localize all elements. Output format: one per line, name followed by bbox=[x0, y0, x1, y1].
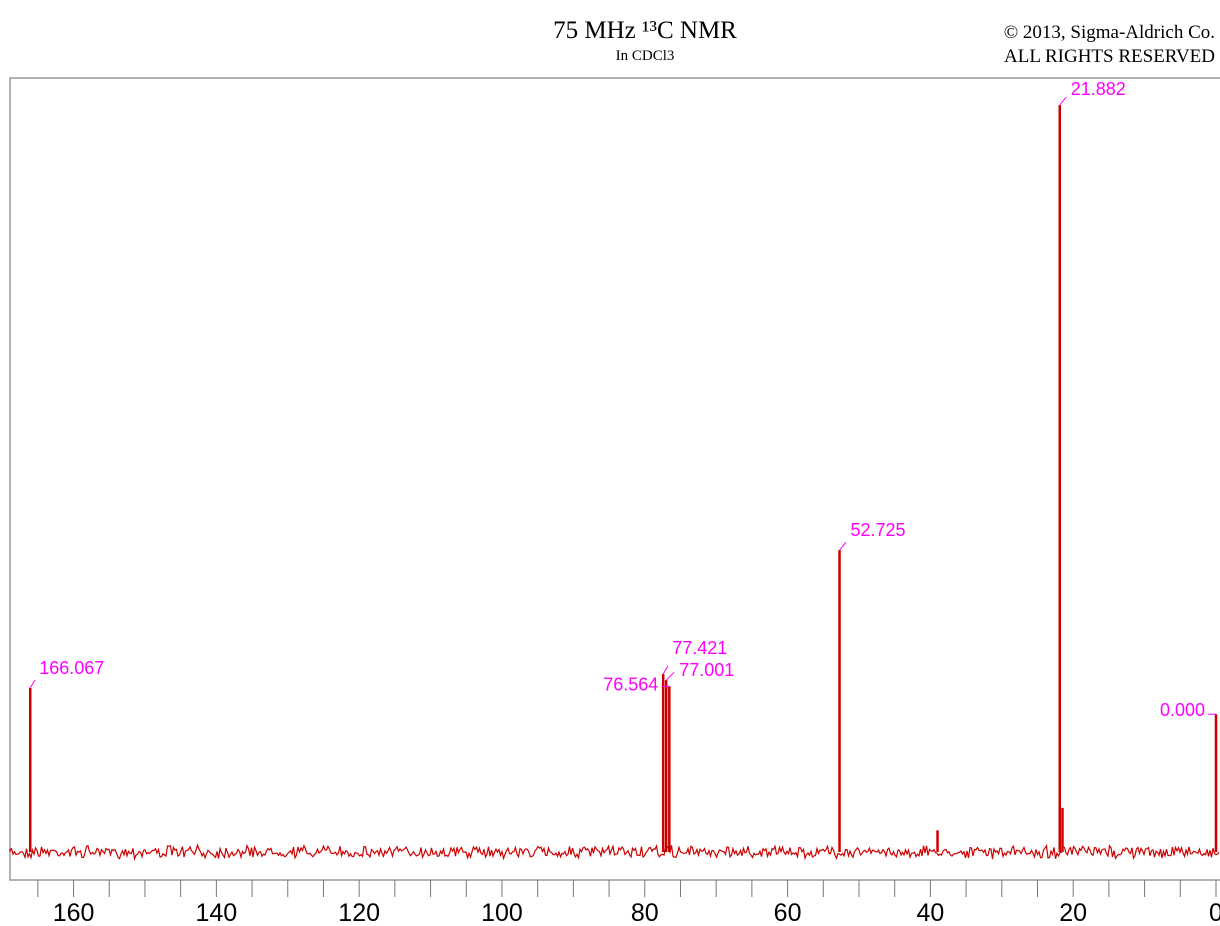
peak-label: 21.882 bbox=[1071, 79, 1126, 99]
peak-leader bbox=[665, 671, 675, 681]
peak-label: 77.421 bbox=[672, 638, 727, 658]
peak-leader bbox=[839, 541, 847, 551]
peak-leader bbox=[662, 665, 669, 675]
rights: ALL RIGHTS RESERVED bbox=[1004, 46, 1215, 67]
x-tick-label: 60 bbox=[774, 899, 802, 926]
x-tick-label: 120 bbox=[338, 899, 380, 926]
peak-leader bbox=[29, 679, 36, 689]
peak-leader bbox=[1059, 96, 1067, 106]
x-tick-label: 20 bbox=[1059, 899, 1087, 926]
peak-label: 76.564 bbox=[603, 674, 658, 694]
x-tick-label: 0 bbox=[1209, 899, 1220, 926]
copyright: © 2013, Sigma-Aldrich Co. bbox=[1004, 22, 1215, 43]
x-tick-label: 40 bbox=[916, 899, 944, 926]
peak-label: 0.000 bbox=[1160, 700, 1205, 720]
chart-subtitle: In CDCl3 bbox=[616, 48, 675, 64]
chart-title: 75 MHz ¹³C NMR bbox=[553, 17, 737, 44]
x-tick-label: 140 bbox=[195, 899, 237, 926]
baseline-noise bbox=[9, 843, 1220, 862]
peak-label: 77.001 bbox=[679, 660, 734, 680]
x-tick-label: 80 bbox=[631, 899, 659, 926]
peak-label: 166.067 bbox=[39, 658, 104, 678]
peak-label: 52.725 bbox=[851, 520, 906, 540]
plot-frame bbox=[9, 77, 1220, 881]
x-tick-label: 100 bbox=[481, 899, 523, 926]
x-tick-label: 160 bbox=[53, 899, 95, 926]
